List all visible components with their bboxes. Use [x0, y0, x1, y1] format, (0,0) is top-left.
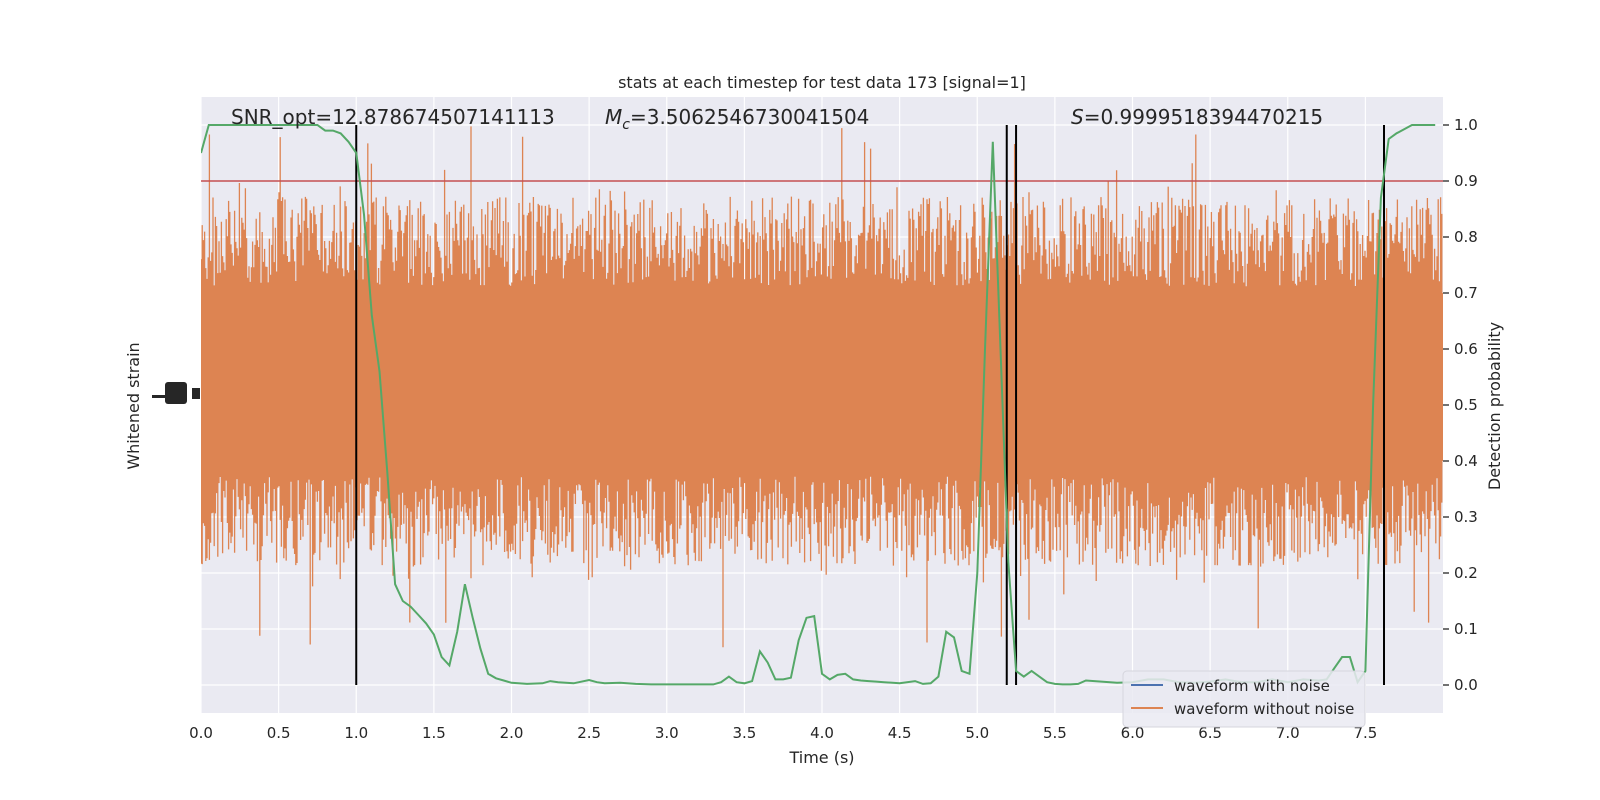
x-tick-label: 0.0: [189, 724, 213, 742]
y-tick-label: 0.8: [1454, 228, 1478, 246]
chirp-mass-annotation: Mc=3.5062546730041504: [605, 105, 869, 133]
x-tick-label: 5.0: [965, 724, 989, 742]
y-tick-label: 0.9: [1454, 172, 1478, 190]
left-axis-ticks: [152, 382, 200, 404]
y-tick-label: 0.1: [1454, 620, 1478, 638]
legend-box: [1122, 670, 1366, 728]
x-tick-label: 6.0: [1121, 724, 1145, 742]
x-tick-label: 0.5: [267, 724, 291, 742]
x-tick-label: 2.5: [577, 724, 601, 742]
score-annotation: S=0.9999518394470215: [1071, 105, 1323, 129]
snr-annotation: SNR_opt=12.878674507141113: [231, 105, 555, 129]
waveform-without-noise: [201, 126, 1443, 648]
y-tick-label: 0.4: [1454, 452, 1478, 470]
legend-label-noise: waveform with noise: [1174, 677, 1330, 695]
legend-label-clean: waveform without noise: [1174, 700, 1354, 718]
x-tick-label: 1.5: [422, 724, 446, 742]
x-tick-label: 7.5: [1353, 724, 1377, 742]
y-tick-label: 1.0: [1454, 116, 1478, 134]
y-tick-label: 0.3: [1454, 508, 1478, 526]
y-axis-label-right: Detection probability: [1485, 322, 1504, 490]
x-tick-label: 4.5: [888, 724, 912, 742]
y-axis-ticks-right: 0.0 0.1 0.2 0.3 0.4 0.5 0.6 0.7 0.8 0.9 1.0: [1443, 116, 1478, 694]
y-tick-label: 0.5: [1454, 396, 1478, 414]
y-axis-label-left: Whitened strain: [124, 342, 143, 469]
x-tick-label: 3.0: [655, 724, 679, 742]
x-tick-label: 7.0: [1276, 724, 1300, 742]
detection-vlines: [355, 125, 1386, 685]
x-tick-label: 3.5: [732, 724, 756, 742]
waveform-trace: [201, 126, 1443, 648]
x-tick-label: 4.0: [810, 724, 834, 742]
x-axis-label: Time (s): [788, 748, 854, 767]
x-tick-label: 6.5: [1198, 724, 1222, 742]
legend: waveform with noise waveform without noi…: [1122, 670, 1366, 728]
y-tick-label: 0.6: [1454, 340, 1478, 358]
y-tick-label: 0.2: [1454, 564, 1478, 582]
y-tick-label: 0.0: [1454, 676, 1478, 694]
x-axis-ticks: 0.0 0.5 1.0 1.5 2.0 2.5 3.0 3.5 4.0 4.5 5.0 5.5 6.0 6…: [189, 724, 1377, 742]
x-tick-label: 2.0: [500, 724, 524, 742]
x-tick-label: 1.0: [344, 724, 368, 742]
chart-title: stats at each timestep for test data 173…: [618, 73, 1026, 92]
x-tick-label: 5.5: [1043, 724, 1067, 742]
y-tick-label: 0.7: [1454, 284, 1478, 302]
